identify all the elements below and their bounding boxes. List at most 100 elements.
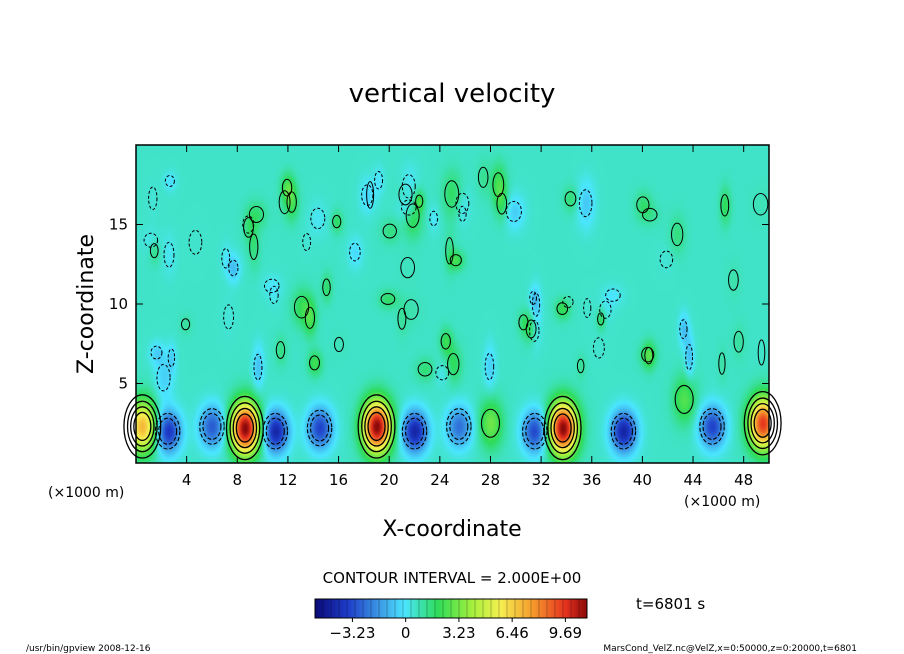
x-unit-left: (×1000 m): [48, 485, 124, 501]
x-tick-label: 44: [683, 471, 702, 489]
downdraft-contour: [446, 408, 472, 445]
y-axis-label: Z-coordinate: [74, 234, 99, 374]
eddy-contour: [757, 339, 766, 366]
eddy-contour: [529, 319, 540, 342]
colorbar-tick-label: 9.69: [549, 624, 582, 642]
eddy-contour: [447, 352, 460, 376]
minor-updraft-contour: [480, 408, 501, 438]
eddy-contour: [405, 203, 420, 228]
updraft-contour: [126, 400, 158, 453]
x-tick-label: 32: [532, 471, 551, 489]
eddy-contour: [685, 343, 694, 371]
eddy-contour: [562, 296, 574, 309]
eddy-contour: [243, 217, 254, 238]
eddy-contour: [248, 206, 265, 223]
eddy-contour: [679, 319, 688, 340]
eddy-contour: [253, 353, 263, 381]
eddy-contour: [349, 242, 361, 262]
eddy-contour: [400, 257, 416, 279]
eddy-contour: [718, 352, 726, 375]
eddy-contour: [429, 210, 439, 227]
x-tick-label: 8: [233, 471, 243, 489]
x-tick-label: 20: [380, 471, 399, 489]
eddy-contour: [605, 288, 621, 302]
downdraft-contour: [613, 417, 633, 445]
eddy-contour: [445, 237, 454, 265]
downdraft-contour: [401, 412, 428, 450]
y-tick-label: 15: [109, 216, 128, 234]
updraft-contour: [543, 395, 582, 461]
time-label: t=6801 s: [636, 595, 705, 613]
eddy-contour: [455, 192, 470, 215]
updraft-contour: [235, 413, 255, 443]
eddy-contour: [518, 314, 529, 331]
eddy-contour: [496, 192, 508, 215]
updraft-contour: [750, 402, 775, 444]
eddy-contour: [642, 207, 658, 222]
colorbar-tick-label: 0: [401, 624, 411, 642]
eddy-contour: [531, 292, 541, 317]
eddy-contour: [578, 189, 593, 218]
colorbar-ticks: −3.23 0 3.23 6.46 9.69: [329, 618, 582, 642]
eddy-contour: [728, 269, 739, 291]
footer-right: MarsCond_VelZ.nc@VelZ,x=0:50000,z=0:2000…: [603, 644, 857, 654]
eddy-contour: [583, 298, 592, 318]
downdraft-contour: [262, 412, 289, 450]
eddy-contour: [156, 363, 171, 392]
downdraft-contour: [199, 408, 225, 445]
eddy-contour: [398, 183, 413, 206]
eddy-contour: [599, 300, 612, 319]
eddy-contour: [149, 243, 159, 259]
downdraft-contour: [154, 412, 181, 450]
eddy-contour: [269, 285, 279, 305]
downdraft-contour: [404, 417, 425, 445]
eddy-contour: [302, 233, 312, 252]
eddy-contour: [458, 205, 467, 222]
eddy-contour: [310, 207, 326, 230]
eddy-contour: [380, 293, 396, 305]
x-tick-label: 36: [582, 471, 601, 489]
eddy-contour: [249, 233, 259, 261]
eddy-contour: [435, 365, 450, 381]
updraft-contour: [133, 411, 152, 442]
eddy-contour: [641, 346, 655, 363]
eddy-contour: [163, 241, 175, 268]
eddy-contour: [281, 178, 293, 197]
eddy-contour: [148, 186, 158, 211]
eddy-contour: [505, 200, 522, 223]
eddy-contour: [576, 358, 585, 374]
eddy-contour: [333, 336, 344, 353]
heatmap-field: [136, 145, 769, 463]
eddy-contour: [440, 333, 451, 350]
x-tick-label: 40: [633, 471, 652, 489]
eddy-contour: [415, 194, 424, 208]
x-axis-ticks: 4 8 12 16 20 24 28 32 36 40 44 48: [182, 145, 753, 489]
downdraft-contour: [158, 417, 178, 445]
eddy-contour: [242, 215, 255, 234]
eddy-contour: [382, 223, 397, 239]
y-axis-ticks: 5 10 15: [109, 216, 769, 393]
eddy-contour: [564, 191, 577, 207]
eddy-contour: [477, 166, 489, 188]
updraft-contour: [747, 397, 779, 450]
x-unit-right: (×1000 m): [684, 494, 760, 510]
eddy-contour: [263, 278, 280, 294]
contour-interval-label: CONTOUR INTERVAL = 2.000E+00: [323, 569, 582, 587]
eddy-contour: [361, 184, 374, 207]
downdraft-contour: [522, 412, 548, 450]
eddy-contour: [221, 248, 231, 269]
eddy-contour: [597, 312, 605, 326]
colorbar-tick-label: −3.23: [329, 624, 375, 642]
updraft-contour: [361, 400, 392, 453]
downdraft-contour: [699, 408, 725, 445]
eddy-contour: [275, 341, 286, 359]
downdraft-contour: [525, 417, 545, 445]
updraft-contour: [743, 390, 782, 456]
updraft-contour: [753, 408, 772, 438]
updraft-contour: [123, 394, 162, 459]
eddy-contour: [180, 318, 191, 331]
x-tick-label: 16: [329, 471, 348, 489]
eddy-contour: [671, 222, 684, 247]
eddy-contour: [636, 196, 650, 214]
eddy-contour: [720, 194, 730, 217]
